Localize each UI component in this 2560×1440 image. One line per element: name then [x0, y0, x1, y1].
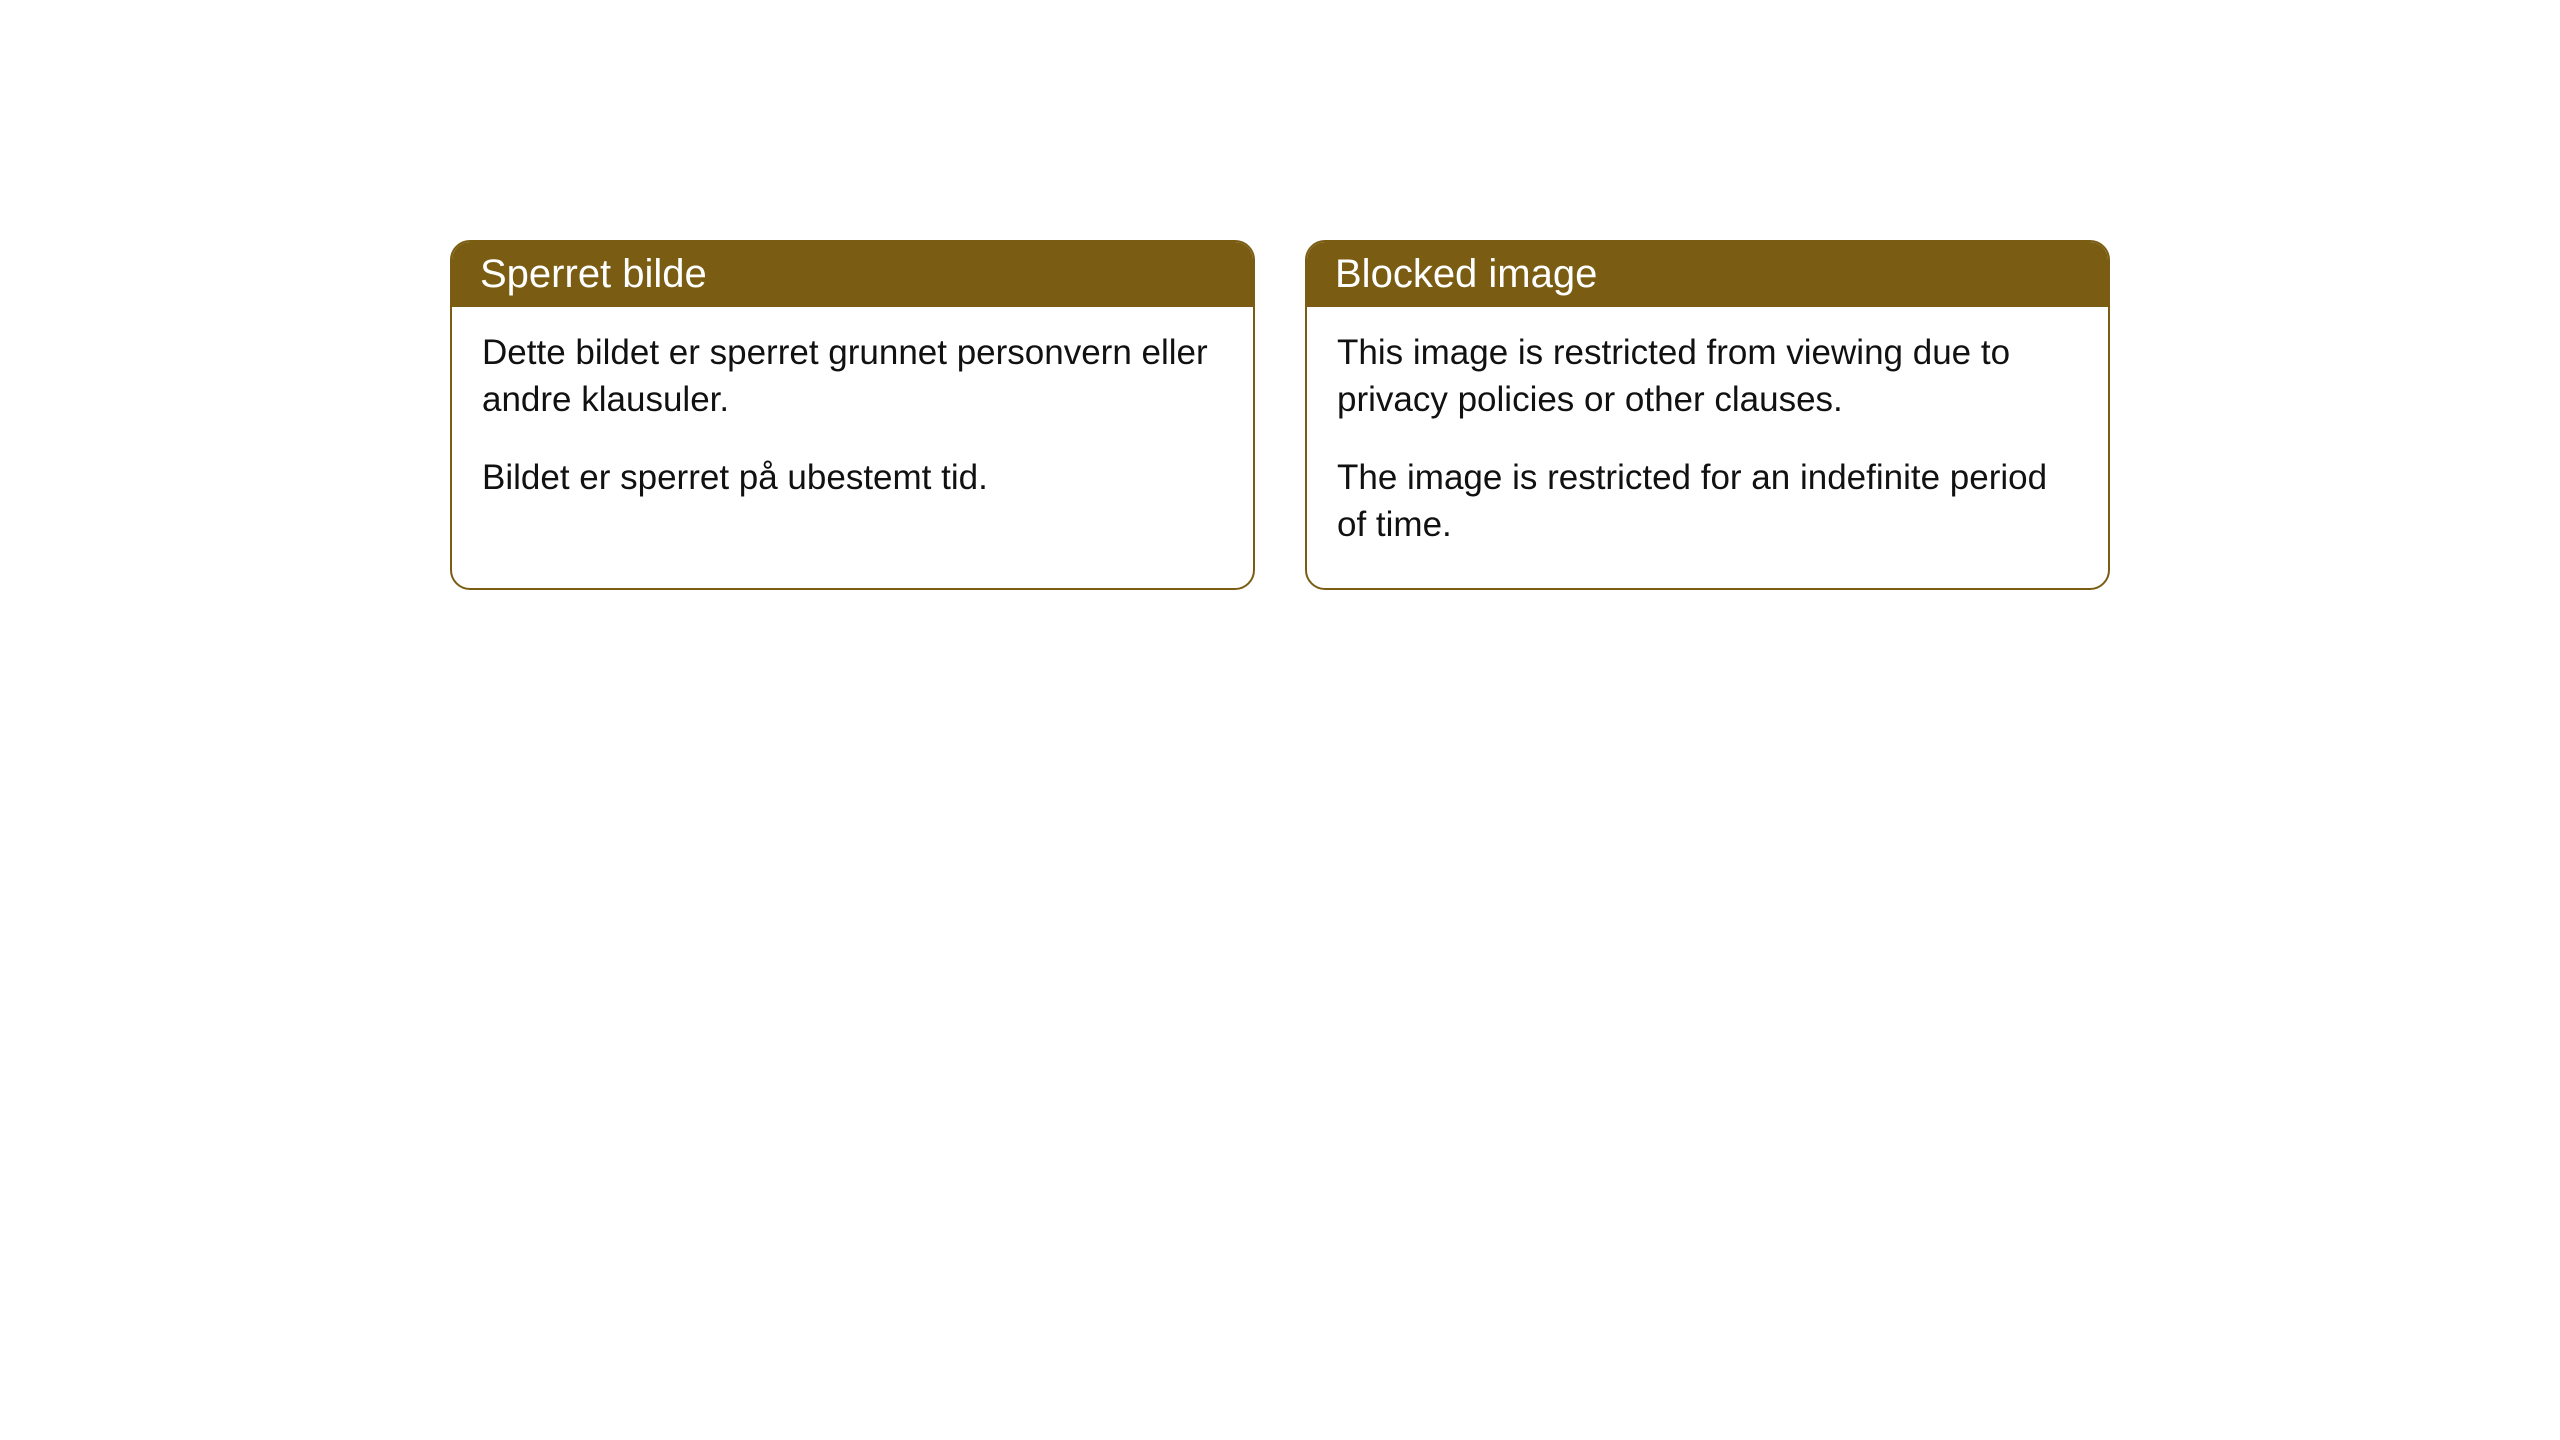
card-title: Sperret bilde — [480, 252, 707, 296]
card-paragraph: Bildet er sperret på ubestemt tid. — [482, 454, 1223, 501]
card-paragraph: Dette bildet er sperret grunnet personve… — [482, 329, 1223, 424]
card-paragraph: The image is restricted for an indefinit… — [1337, 454, 2078, 549]
card-title: Blocked image — [1335, 252, 1597, 296]
card-header: Sperret bilde — [452, 242, 1253, 307]
cards-container: Sperret bilde Dette bildet er sperret gr… — [0, 0, 2560, 590]
card-paragraph: This image is restricted from viewing du… — [1337, 329, 2078, 424]
card-body: Dette bildet er sperret grunnet personve… — [452, 307, 1253, 541]
card-body: This image is restricted from viewing du… — [1307, 307, 2108, 588]
blocked-image-card-norwegian: Sperret bilde Dette bildet er sperret gr… — [450, 240, 1255, 590]
blocked-image-card-english: Blocked image This image is restricted f… — [1305, 240, 2110, 590]
card-header: Blocked image — [1307, 242, 2108, 307]
